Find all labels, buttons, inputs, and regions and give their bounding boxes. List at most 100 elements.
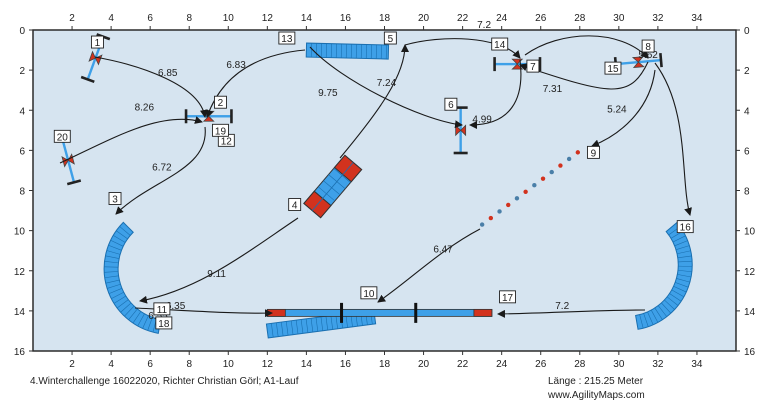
x-tick-label-top: 14	[301, 13, 313, 24]
x-tick-label-top: 8	[186, 13, 192, 24]
number-box	[288, 198, 302, 211]
x-tick-label-top: 22	[457, 13, 469, 24]
tunnel-ring	[315, 317, 319, 332]
obstacle-number: 14	[491, 37, 509, 51]
tunnel-ring	[664, 299, 675, 310]
dog-path	[654, 62, 692, 216]
y-tick-label-left: 10	[14, 227, 26, 238]
number-box	[641, 39, 655, 53]
jump-wing	[453, 151, 468, 155]
number-label: 18	[158, 319, 170, 330]
tunnel-ring	[669, 293, 682, 302]
obstacle-number: 16	[676, 220, 694, 234]
number-box	[676, 220, 694, 234]
x-tick-label-top: 34	[691, 13, 703, 24]
jump-wing	[66, 179, 82, 186]
number-label: 10	[363, 289, 375, 300]
dog-path	[139, 217, 299, 304]
weave-pole	[497, 209, 502, 214]
x-tick-label-top: 10	[223, 13, 235, 24]
tunnel-ring	[310, 318, 314, 333]
weave-pole	[566, 156, 572, 162]
y-tick-label-right: 8	[744, 187, 750, 198]
tunnel-ring	[120, 302, 132, 313]
x-tick-label-bottom: 18	[379, 359, 391, 370]
obstacle-number: 1	[90, 35, 104, 49]
tunnel-ring	[142, 315, 149, 329]
tunnel-ring	[105, 279, 120, 284]
dog-path	[404, 38, 521, 59]
number-label: 15	[607, 64, 619, 75]
x-tick-label-top: 24	[496, 13, 508, 24]
distance-label: 9.11	[207, 269, 226, 280]
number-box	[526, 59, 540, 73]
tunnel-curved	[103, 221, 162, 334]
jump-wing	[184, 109, 188, 124]
weave-pole	[532, 183, 537, 188]
weave-pole	[523, 189, 528, 194]
x-tick-label-bottom: 30	[613, 359, 625, 370]
tunnel-ring	[104, 275, 119, 279]
tunnel-ring	[335, 314, 338, 329]
tunnel-ring	[666, 296, 679, 306]
course-length: Länge : 215.25 Meter	[548, 376, 644, 387]
number-box	[444, 97, 458, 111]
number-label: 7	[530, 62, 536, 73]
distance-label: 7.2	[555, 301, 569, 312]
x-tick-label-top: 18	[379, 13, 391, 24]
number-label: 9	[591, 148, 597, 159]
distance-label: 6.72	[152, 162, 172, 173]
weave-pole	[549, 169, 554, 175]
number-box	[90, 35, 104, 49]
tunnel-ring	[677, 269, 692, 273]
tunnel-ring	[675, 282, 689, 288]
dog-path	[497, 309, 646, 318]
distance-label: 8.26	[135, 102, 155, 113]
tunnel-ring	[654, 307, 663, 320]
number-label: 4	[292, 201, 298, 212]
x-tick-label-bottom: 26	[535, 359, 547, 370]
tunnel-ring	[657, 305, 667, 317]
website-link[interactable]: www.AgilityMaps.com	[548, 390, 645, 401]
dogwalk-support	[340, 302, 344, 323]
y-tick-label-left: 14	[14, 307, 26, 318]
tunnel-ring	[300, 319, 304, 334]
x-tick-label-top: 12	[262, 13, 274, 24]
y-tick-label-left: 6	[19, 146, 25, 157]
weave-pole	[558, 163, 563, 168]
tunnel-ring	[113, 235, 126, 243]
x-tick-label-bottom: 16	[340, 359, 352, 370]
number-label: 11	[157, 305, 168, 316]
obstacle-number: 11	[153, 302, 171, 316]
obstacle-number: 18	[155, 316, 173, 330]
tunnel-ring	[104, 260, 119, 264]
tunnel-ring	[106, 250, 121, 255]
number-label: 12	[221, 136, 233, 147]
tunnel-ring	[124, 305, 135, 317]
number-box	[108, 192, 122, 205]
x-tick-label-top: 28	[574, 13, 586, 24]
x-tick-label-bottom: 4	[108, 359, 114, 370]
jump-wing	[659, 53, 663, 68]
dog-path	[339, 44, 409, 159]
tunnel-ring	[673, 285, 687, 293]
y-tick-label-right: 16	[744, 347, 756, 358]
distance-label: 6.85	[158, 68, 178, 79]
tunnel-ring	[147, 317, 153, 331]
tunnel-ring	[110, 239, 124, 247]
obstacle-number: 13	[278, 31, 296, 45]
dog-path	[59, 116, 203, 164]
number-label: 17	[502, 293, 514, 304]
tunnel-ring	[295, 320, 299, 335]
tunnel-ring	[674, 240, 688, 247]
tunnel-ring	[116, 299, 129, 309]
tunnel-ring	[113, 295, 127, 304]
tunnel-ring	[116, 230, 128, 240]
x-tick-label-bottom: 20	[418, 359, 430, 370]
a-frame-apex	[311, 162, 354, 211]
tunnel-ring	[137, 313, 145, 327]
y-tick-label-left: 16	[14, 347, 26, 358]
y-tick-label-left: 2	[19, 66, 25, 77]
tunnel-ring	[111, 291, 124, 299]
x-tick-label-bottom: 14	[301, 359, 313, 370]
